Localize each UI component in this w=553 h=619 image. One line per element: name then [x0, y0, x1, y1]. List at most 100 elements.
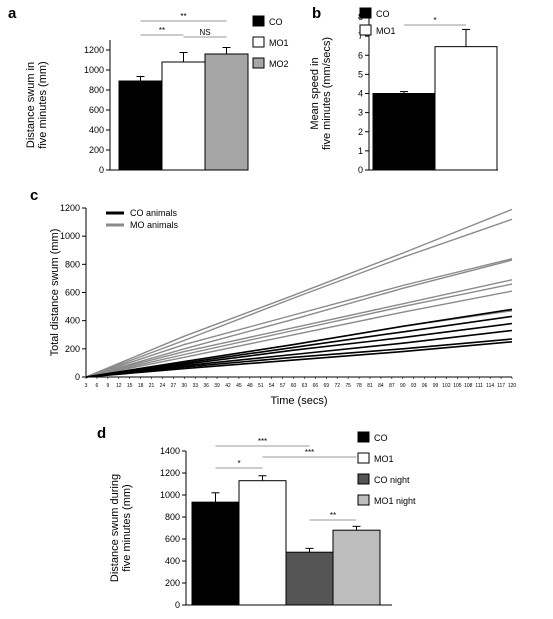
significance-label: * — [237, 459, 240, 468]
x-tick-label: 75 — [345, 383, 351, 389]
x-tick-label: 12 — [116, 383, 122, 389]
series-line-mo — [85, 259, 513, 378]
bar — [161, 61, 206, 171]
x-tick-label: 33 — [192, 383, 198, 389]
legend-label: MO animals — [130, 220, 179, 230]
y-tick-label: 200 — [89, 145, 104, 155]
legend-label: CO — [269, 17, 283, 27]
bar — [332, 529, 381, 606]
y-tick-label: 2 — [358, 127, 363, 137]
y-tick-label: 400 — [165, 556, 180, 566]
x-tick-label: 102 — [442, 383, 451, 389]
y-tick-label: 200 — [165, 578, 180, 588]
series-line-co — [85, 329, 513, 378]
legend-label: MO1 — [269, 38, 289, 48]
legend-swatch — [357, 473, 370, 485]
bar — [204, 53, 249, 171]
x-tick-label: 90 — [400, 383, 406, 389]
bar — [434, 46, 498, 171]
x-tick-label: 36 — [203, 383, 209, 389]
series-line-mo — [85, 218, 513, 378]
legend-swatch — [357, 431, 370, 443]
x-tick-label: 24 — [160, 383, 166, 389]
x-tick-label: 45 — [236, 383, 242, 389]
series-line-mo — [85, 283, 513, 378]
y-tick-label: 400 — [65, 316, 80, 326]
panel-letter-a: a — [8, 5, 17, 22]
y-axis-label: Mean speed in — [309, 57, 321, 129]
x-tick-label: 48 — [247, 383, 253, 389]
legend-swatch — [252, 57, 265, 69]
series-line-mo — [85, 258, 513, 378]
y-tick-label: 1000 — [160, 490, 180, 500]
bar — [285, 551, 334, 606]
y-tick-label: 1000 — [84, 65, 104, 75]
series-line-co — [85, 308, 513, 378]
y-tick-label: 0 — [75, 372, 80, 382]
x-tick-label: 9 — [106, 383, 109, 389]
x-tick-label: 51 — [258, 383, 264, 389]
chart-panel-d: 0 200 400 600 800 1000 1200 1400 Distance swum d… — [109, 431, 416, 610]
x-tick-label: 99 — [433, 383, 439, 389]
y-tick-label: 7 — [358, 31, 363, 41]
bar — [238, 480, 287, 606]
significance-label: ** — [330, 511, 336, 520]
significance-label: * — [433, 16, 436, 25]
y-tick-label: 0 — [99, 165, 104, 175]
x-tick-label: 93 — [411, 383, 417, 389]
series-line-co — [85, 315, 513, 378]
x-tick-label: 81 — [367, 383, 373, 389]
x-tick-label: 42 — [225, 383, 231, 389]
x-tick-label: 3 — [85, 383, 88, 389]
x-tick-label: 117 — [497, 383, 505, 389]
x-tick-label: 39 — [214, 383, 220, 389]
legend-swatch — [252, 36, 265, 48]
y-tick-label: 0 — [175, 600, 180, 610]
y-tick-label: 1 — [358, 146, 363, 156]
significance-label: *** — [258, 437, 267, 446]
x-axis-label: Time (secs) — [270, 395, 327, 407]
x-tick-label: 57 — [280, 383, 286, 389]
x-tick-label: 63 — [302, 383, 308, 389]
legend-swatch — [252, 15, 265, 27]
y-tick-label: 1000 — [60, 231, 80, 241]
legend-swatch — [359, 7, 372, 19]
y-tick-label: 600 — [65, 288, 80, 298]
y-tick-label: 800 — [165, 512, 180, 522]
y-axis-label: Distance swum during — [109, 474, 121, 582]
y-tick-label: 1200 — [160, 468, 180, 478]
significance-label: NS — [199, 28, 210, 37]
x-tick-label: 78 — [356, 383, 362, 389]
x-tick-label: 21 — [149, 383, 155, 389]
y-tick-label: 600 — [165, 534, 180, 544]
x-tick-label: 18 — [138, 383, 144, 389]
y-tick-label: 800 — [65, 259, 80, 269]
x-tick-label: 105 — [453, 383, 462, 389]
series-line-mo — [85, 208, 513, 378]
legend-label: CO animals — [130, 208, 178, 218]
y-tick-label: 0 — [358, 165, 363, 175]
y-tick-label: 6 — [358, 50, 363, 60]
legend-swatch — [359, 24, 372, 36]
series-line-mo — [85, 290, 513, 378]
x-tick-label: 72 — [334, 383, 340, 389]
y-tick-label: 1400 — [160, 446, 180, 456]
x-tick-label: 66 — [313, 383, 319, 389]
x-tick-label: 15 — [127, 383, 133, 389]
legend-label: CO night — [374, 475, 410, 485]
series-line-co — [85, 341, 513, 378]
series-line-co — [85, 322, 513, 378]
x-tick-label: 60 — [291, 383, 297, 389]
y-axis-label: five minutes (mm/secs) — [321, 37, 333, 150]
panel-letter-d: d — [97, 425, 106, 442]
legend-label: MO1 night — [374, 496, 416, 506]
legend-label: MO1 — [374, 454, 394, 464]
x-tick-label: 87 — [389, 383, 395, 389]
x-tick-label: 111 — [475, 383, 483, 389]
y-axis-label: Distance swum in — [25, 62, 37, 148]
bar — [191, 501, 240, 606]
x-tick-label: 108 — [464, 383, 473, 389]
